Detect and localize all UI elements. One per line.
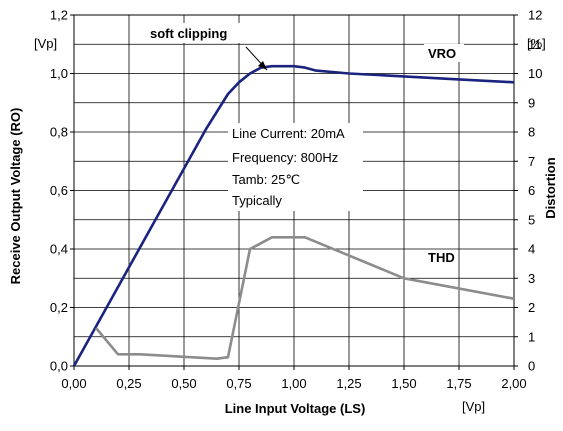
left-y-tick-label: 0,8 [50,125,68,140]
right-y-tick-label: 7 [528,154,535,169]
vro-series-label: VRO [428,46,456,61]
series-line-thd [95,236,515,361]
left-unit: [Vp] [34,36,57,51]
right-y-tick-label: 6 [528,183,535,198]
x-tick-label: 0,00 [61,376,86,391]
info-line-typically: Typically [232,193,282,208]
x-tick-label: 0,25 [116,376,141,391]
left-y-tick-label: 0,2 [50,300,68,315]
right-y-tick-label: 1 [528,329,535,344]
left-y-tick-label: 1,2 [50,8,68,23]
soft-clipping-label: soft clipping [150,26,227,41]
left-y-tick-label: 0,4 [50,242,68,257]
right-y-tick-label: 11 [528,37,542,52]
right-y-tick-label: 4 [528,242,535,257]
x-tick-label: 0,50 [171,376,196,391]
soft-clipping-label-bg [146,23,250,43]
right-y-tick-label: 10 [528,66,542,81]
series-line-vro [72,64,515,367]
info-line-current: Line Current: 20mA [232,126,345,141]
x-unit: [Vp] [462,399,485,414]
right-y-tick-label: 9 [528,95,535,110]
series [72,64,515,367]
thd-series-label: THD [428,250,455,265]
right-y-tick-label: 0 [528,359,535,374]
right-y-tick-label: 8 [528,125,535,140]
x-tick-label: 0,75 [226,376,251,391]
x-tick-label: 1,25 [336,376,361,391]
x-tick-labels: 0,00 0,25 0,50 0,75 1,00 1,25 1,50 1,75 2,00 [61,366,527,391]
x-tick-label: 2,00 [501,376,526,391]
left-y-tick-labels: 0,0 0,2 0,4 0,6 0,8 1,0 1,2 [50,8,74,374]
info-box [228,123,363,211]
x-tick-label: 1,00 [281,376,306,391]
left-y-tick-label: 0,0 [50,359,68,374]
left-y-tick-label: 0,6 [50,183,68,198]
right-y-tick-label: 2 [528,300,535,315]
vro-label-bg [424,44,464,62]
left-y-tick-label: 1,0 [50,66,68,81]
info-line-tamb: Tamb: 25℃ [232,172,300,187]
x-axis-title: Line Input Voltage (LS) [225,401,366,416]
right-y-tick-label: 5 [528,212,535,227]
right-axis-title: Distortion [543,157,558,218]
soft-clipping-arrowhead [258,61,267,70]
info-line-frequency: Frequency: 800Hz [232,150,338,165]
right-unit: [%] [527,36,546,51]
x-tick-label: 1,50 [391,376,416,391]
x-tick-label: 1,75 [446,376,471,391]
right-y-tick-label: 12 [528,8,542,23]
right-y-tick-label: 3 [528,271,535,286]
left-axis-title: Receive Output Voltage (RO) [8,108,23,285]
